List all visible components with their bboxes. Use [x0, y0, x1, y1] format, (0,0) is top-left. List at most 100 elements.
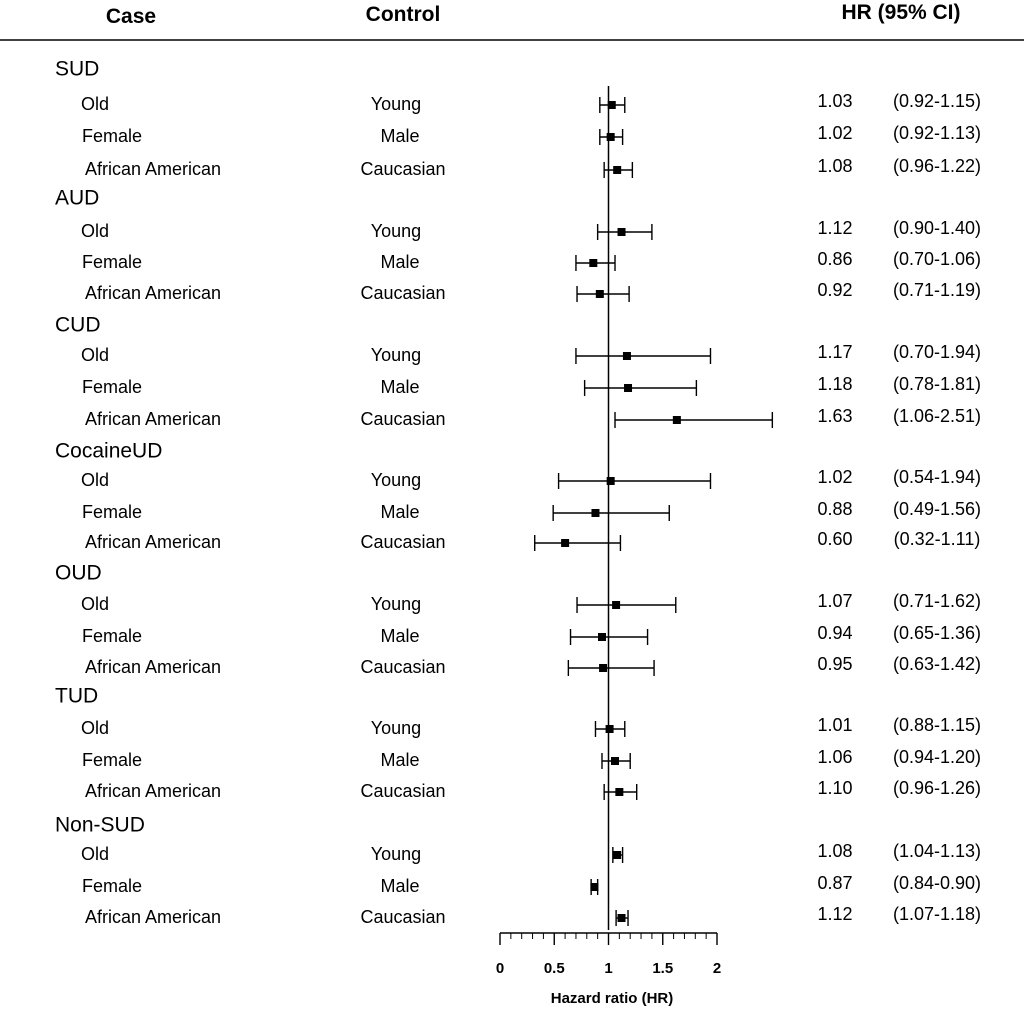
- case-label: Old: [81, 345, 109, 365]
- ci-value: (0.92-1.15): [893, 91, 981, 111]
- hr-point: [617, 228, 626, 236]
- hr-point: [624, 384, 633, 392]
- hr-value: 0.94: [817, 623, 852, 643]
- x-tick-label: 2: [713, 960, 721, 977]
- hr-value: 1.08: [817, 156, 852, 176]
- hr-value: 0.88: [817, 499, 852, 519]
- hr-value: 1.10: [817, 778, 852, 798]
- case-label: Old: [81, 221, 109, 241]
- rows-layer: SUD Old Young 1.03 (0.92-1.15) Female Male 1.02…: [55, 58, 981, 930]
- case-label: African American: [85, 283, 221, 303]
- ci-value: (0.71-1.19): [893, 280, 981, 300]
- hr-point: [606, 133, 615, 141]
- ci-value: (0.96-1.22): [893, 156, 981, 176]
- hr-value: 1.07: [817, 591, 852, 611]
- control-label: Caucasian: [360, 283, 445, 303]
- hr-point: [617, 914, 626, 922]
- control-label: Male: [380, 377, 419, 397]
- case-label: Female: [82, 750, 142, 770]
- hr-value: 0.87: [817, 873, 852, 893]
- hr-point: [605, 725, 614, 733]
- ci-value: (0.88-1.15): [893, 715, 981, 735]
- control-label: Young: [371, 844, 421, 864]
- ci-value: (0.96-1.26): [893, 778, 981, 798]
- ci-value: (1.06-2.51): [893, 406, 981, 426]
- ci-value: (1.07-1.18): [893, 904, 981, 924]
- hr-value: 1.08: [817, 841, 852, 861]
- x-axis-label: Hazard ratio (HR): [551, 990, 674, 1007]
- case-label: African American: [85, 907, 221, 927]
- hr-point: [615, 788, 624, 796]
- case-label: Old: [81, 594, 109, 614]
- hr-point: [622, 352, 631, 360]
- group-label: SUD: [55, 58, 99, 81]
- hr-point: [611, 757, 620, 765]
- control-label: Young: [371, 345, 421, 365]
- hr-value: 1.17: [817, 342, 852, 362]
- ci-value: (1.04-1.13): [893, 841, 981, 861]
- case-label: Female: [82, 876, 142, 896]
- hr-value: 1.18: [817, 374, 852, 394]
- hr-point: [597, 633, 606, 641]
- ci-value: (0.92-1.13): [893, 123, 981, 143]
- control-label: Male: [380, 126, 419, 146]
- hr-value: 0.86: [817, 249, 852, 269]
- control-label: Caucasian: [360, 657, 445, 677]
- x-tick-label: 0.5: [544, 960, 565, 977]
- x-tick-label: 1: [604, 960, 612, 977]
- ci-value: (0.70-1.06): [893, 249, 981, 269]
- header-hr-ci: HR (95% CI): [841, 1, 960, 24]
- control-label: Male: [380, 876, 419, 896]
- ci-value: (0.63-1.42): [893, 654, 981, 674]
- hr-point: [613, 166, 622, 174]
- control-label: Young: [371, 221, 421, 241]
- group-label: CUD: [55, 314, 101, 337]
- hr-value: 0.92: [817, 280, 852, 300]
- header-control: Control: [366, 3, 441, 26]
- case-label: Old: [81, 94, 109, 114]
- hr-point: [589, 259, 598, 267]
- control-label: Caucasian: [360, 907, 445, 927]
- hr-value: 1.06: [817, 747, 852, 767]
- hr-value: 1.12: [817, 904, 852, 924]
- ci-value: (0.94-1.20): [893, 747, 981, 767]
- hr-point: [595, 290, 604, 298]
- hr-value: 1.63: [817, 406, 852, 426]
- ci-value: (0.71-1.62): [893, 591, 981, 611]
- case-label: Female: [82, 626, 142, 646]
- x-tick-label: 0: [496, 960, 504, 977]
- group-label: TUD: [55, 685, 98, 708]
- hr-point: [606, 477, 615, 485]
- case-label: Female: [82, 377, 142, 397]
- control-label: Male: [380, 502, 419, 522]
- ci-value: (0.90-1.40): [893, 218, 981, 238]
- ci-value: (0.84-0.90): [893, 873, 981, 893]
- group-label: CocaineUD: [55, 440, 162, 463]
- case-label: Female: [82, 252, 142, 272]
- case-label: Old: [81, 718, 109, 738]
- ci-value: (0.49-1.56): [893, 499, 981, 519]
- control-label: Caucasian: [360, 532, 445, 552]
- hr-value: 1.02: [817, 467, 852, 487]
- hr-value: 1.03: [817, 91, 852, 111]
- control-label: Caucasian: [360, 781, 445, 801]
- x-tick-label: 1.5: [652, 960, 673, 977]
- case-label: African American: [85, 409, 221, 429]
- ci-value: (0.54-1.94): [893, 467, 981, 487]
- ci-value: (0.32-1.11): [894, 529, 981, 549]
- hr-point: [612, 601, 621, 609]
- control-label: Male: [380, 750, 419, 770]
- hr-point: [613, 851, 622, 859]
- case-label: African American: [85, 781, 221, 801]
- control-label: Caucasian: [360, 409, 445, 429]
- case-label: Old: [81, 470, 109, 490]
- case-label: Female: [82, 126, 142, 146]
- case-label: Old: [81, 844, 109, 864]
- hr-point: [561, 539, 570, 547]
- control-label: Young: [371, 718, 421, 738]
- hr-value: 0.60: [817, 529, 852, 549]
- group-label: AUD: [55, 187, 99, 210]
- x-axis: 0 0.5 1 1.5 2 Hazard ratio (HR): [496, 932, 721, 1007]
- group-label: Non-SUD: [55, 814, 145, 837]
